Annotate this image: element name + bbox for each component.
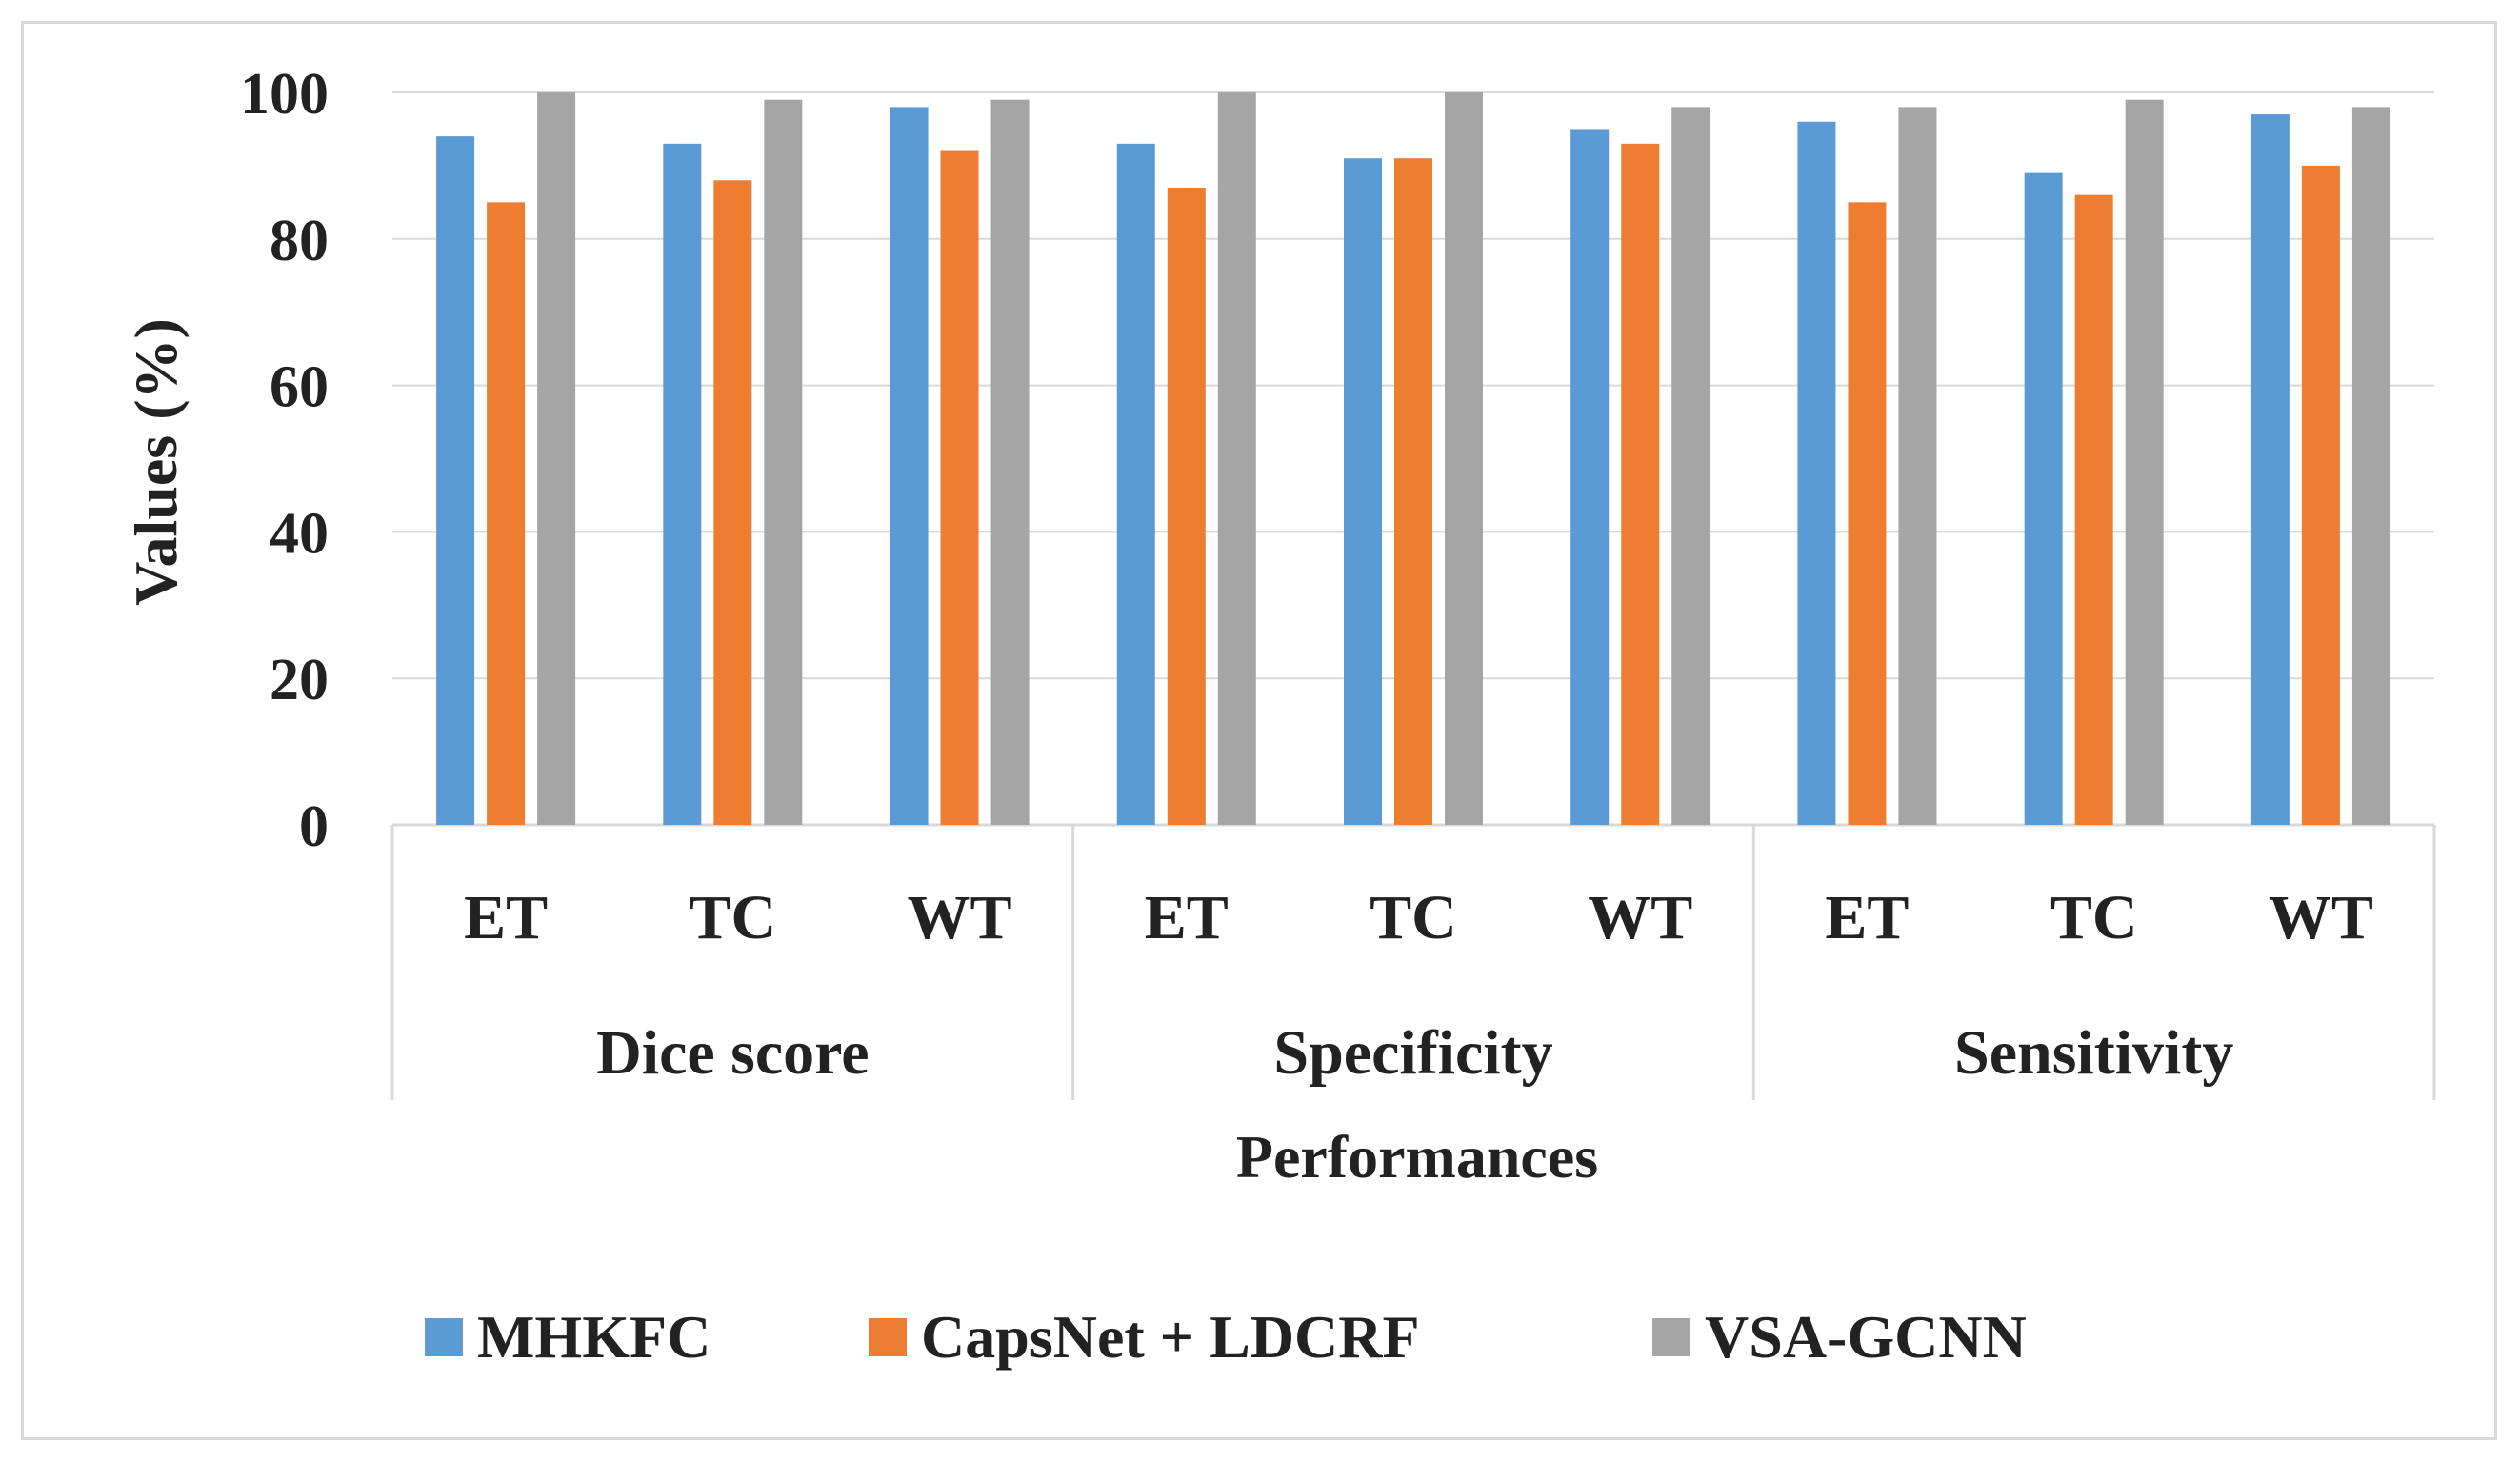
bar-capsnet-ldcrf: [713, 180, 752, 825]
y-tick-label: 0: [299, 794, 329, 859]
x-tick-label: TC: [2050, 883, 2138, 952]
bar-capsnet-ldcrf: [1621, 143, 1660, 825]
bar-mhkfc: [1344, 158, 1382, 825]
bar-vsa-gcnn: [1671, 107, 1710, 825]
bar-capsnet-ldcrf: [1848, 202, 1887, 826]
bar-vsa-gcnn: [537, 92, 576, 825]
bar-vsa-gcnn: [1898, 107, 1937, 825]
legend-swatch: [425, 1318, 463, 1356]
x-tick-label: TC: [1370, 883, 1457, 952]
bar-capsnet-ldcrf: [1167, 187, 1206, 826]
y-tick-label: 40: [270, 501, 329, 566]
bar-mhkfc: [1797, 121, 1836, 825]
bar-vsa-gcnn: [1445, 92, 1483, 825]
bar-mhkfc: [1570, 129, 1610, 825]
bar-vsa-gcnn: [990, 99, 1030, 825]
x-axis-label: Performances: [1236, 1123, 1598, 1191]
x-tick-label: TC: [689, 883, 776, 952]
x-tick-labels: ET TC WT ET TC WT ET TC WT: [464, 883, 2373, 952]
y-tick-label: 80: [270, 209, 329, 273]
bar-mhkfc: [2024, 172, 2063, 826]
legend: MHKFC CapsNet + LDCRF VSA-GCNN: [425, 1303, 2027, 1371]
bar-vsa-gcnn: [764, 99, 803, 825]
bar-vsa-gcnn: [2351, 107, 2390, 825]
bar-mhkfc: [436, 136, 475, 825]
bar-mhkfc: [890, 107, 929, 825]
x-tick-label: ET: [464, 883, 548, 952]
bar-vsa-gcnn: [2125, 99, 2164, 825]
bar-vsa-gcnn: [1217, 92, 1256, 825]
legend-label: VSA-GCNN: [1705, 1303, 2027, 1371]
y-tick-label: 20: [270, 648, 329, 712]
x-tick-label: WT: [2269, 883, 2373, 952]
x-group-labels: Dice score Specificity Sensitivity: [596, 1018, 2233, 1088]
x-group-label: Dice score: [596, 1018, 869, 1088]
bar-capsnet-ldcrf: [487, 202, 526, 826]
y-tick-label: 60: [270, 355, 329, 420]
legend-label: MHKFC: [477, 1303, 710, 1371]
bar-capsnet-ldcrf: [2074, 194, 2113, 825]
bar-mhkfc: [1116, 143, 1155, 825]
y-tick-label: 100: [240, 62, 329, 127]
bar-capsnet-ldcrf: [940, 150, 979, 825]
x-group-label: Sensitivity: [1954, 1018, 2233, 1088]
x-tick-label: WT: [1588, 883, 1692, 952]
x-tick-label: ET: [1145, 883, 1229, 952]
bars: [436, 92, 2390, 826]
y-tick-labels: 0 20 40 60 80 100: [240, 62, 329, 859]
legend-label: CapsNet + LDCRF: [921, 1303, 1420, 1371]
bar-capsnet-ldcrf: [1394, 158, 1432, 825]
bar-capsnet-ldcrf: [2301, 165, 2340, 825]
legend-swatch: [869, 1318, 907, 1356]
x-tick-label: WT: [908, 883, 1012, 952]
x-tick-label: ET: [1825, 883, 1909, 952]
bar-mhkfc: [663, 143, 702, 825]
bar-mhkfc: [2250, 114, 2290, 825]
y-axis-label: Values (%): [122, 318, 190, 606]
x-group-label: Specificity: [1273, 1018, 1552, 1088]
legend-swatch: [1652, 1318, 1690, 1356]
